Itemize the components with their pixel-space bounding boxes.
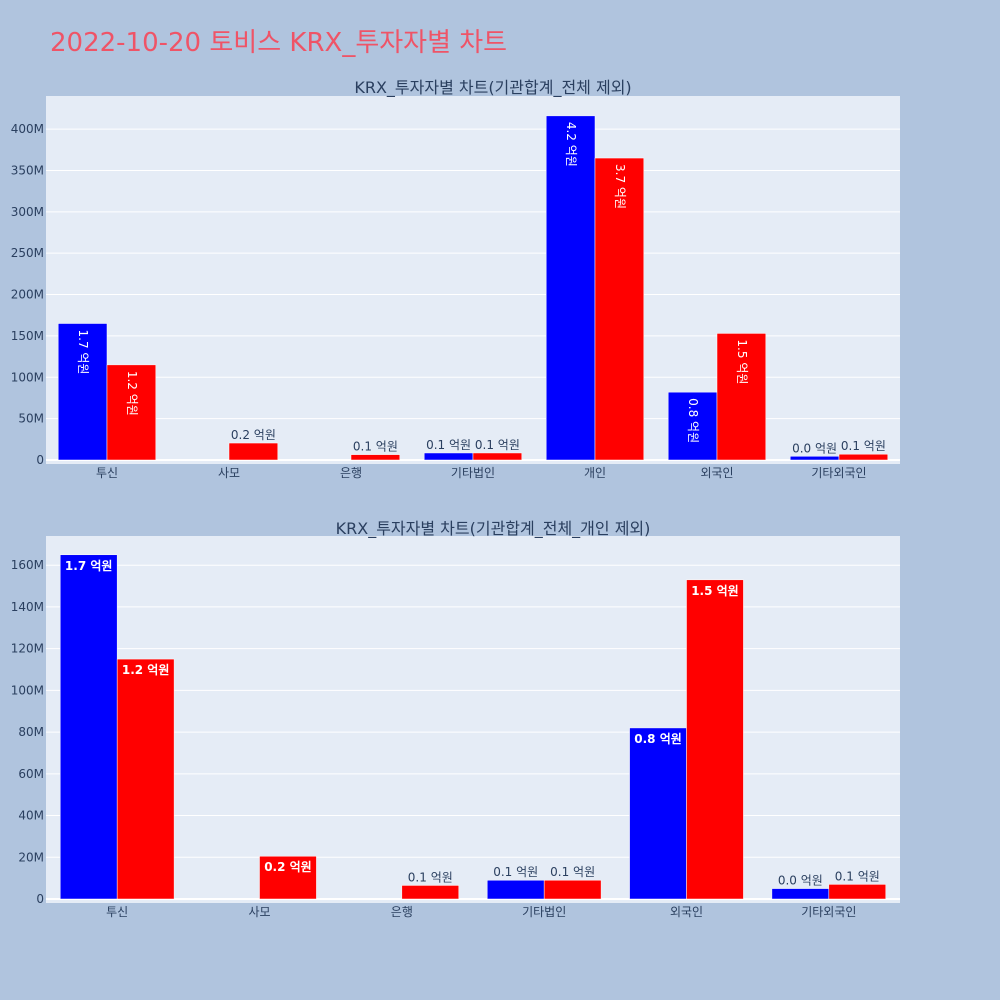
data-label: 0.2 억원 [231, 428, 276, 442]
y-tick-label: 40M [18, 809, 44, 823]
data-label: 0.1 억원 [550, 865, 595, 879]
data-label: 0.2 억원 [264, 860, 312, 874]
x-tick-label: 기타외국인 [811, 466, 866, 480]
y-tick-label: 200M [11, 288, 44, 302]
y-tick-label: 80M [18, 725, 44, 739]
y-tick-label: 250M [11, 246, 44, 260]
x-tick-label: 은행 [391, 904, 413, 919]
x-tick-label: 개인 [584, 466, 606, 480]
y-tick-label: 140M [11, 600, 44, 614]
bar [116, 658, 175, 900]
page-title: 2022-10-20 토비스 KRX_투자자별 차트 [50, 28, 508, 58]
bar [228, 442, 279, 461]
x-tick-label: 투신 [106, 905, 128, 919]
chart-bottom: KRX_투자자별 차트(기관합계_전체_개인 제외) 0 20M 40M 60M 80M 1… [11, 519, 900, 919]
bar [771, 888, 830, 900]
plot-area [46, 96, 900, 464]
data-label: 3.7 억원 [613, 164, 627, 209]
bar [259, 855, 317, 900]
y-tick-label: 100M [11, 370, 44, 384]
data-label: 0.8 억원 [634, 732, 682, 746]
y-tick-label: 0 [36, 892, 44, 906]
bar [545, 115, 596, 461]
chart-top: KRX_투자자별 차트(기관합계_전체 제외) 0 50M 100M 150M 200M 2… [11, 78, 900, 480]
bar [472, 452, 523, 461]
x-tick-label: 기타외국인 [801, 905, 856, 919]
data-label: 0.8 억원 [686, 398, 700, 443]
y-tick-label: 100M [11, 683, 44, 697]
data-label: 1.7 억원 [76, 330, 90, 375]
bar [423, 452, 474, 461]
data-label: 0.0 억원 [778, 874, 823, 888]
y-tick-label: 60M [18, 767, 44, 781]
bar [629, 727, 687, 900]
chart-title: KRX_투자자별 차트(기관합계_전체 제외) [354, 78, 631, 98]
y-tick-label: 0 [36, 453, 44, 467]
x-tick-label: 사모 [248, 905, 270, 919]
bar [106, 364, 157, 461]
y-tick-label: 20M [18, 850, 44, 864]
y-tick-label: 50M [18, 412, 44, 426]
x-tick-label: 기타법인 [451, 466, 495, 480]
data-label: 1.2 억원 [122, 663, 170, 677]
x-tick-label: 외국인 [700, 466, 733, 480]
data-label: 1.7 억원 [65, 559, 113, 573]
bar [789, 456, 840, 461]
x-tick-label: 외국인 [670, 905, 703, 919]
x-tick-label: 은행 [340, 465, 362, 480]
data-label: 0.1 억원 [841, 439, 886, 453]
bar [401, 885, 460, 900]
x-tick-label: 투신 [96, 466, 118, 480]
bar [57, 323, 108, 461]
data-label: 0.1 억원 [835, 869, 880, 883]
bar [486, 879, 545, 900]
data-label: 0.0 억원 [792, 441, 837, 455]
y-tick-label: 120M [11, 642, 44, 656]
bar [716, 333, 767, 461]
bar [59, 554, 118, 900]
data-label: 0.1 억원 [408, 870, 453, 884]
y-tick-label: 150M [11, 329, 44, 343]
bar [686, 579, 744, 900]
data-label: 1.2 억원 [125, 371, 139, 416]
y-tick-label: 400M [11, 122, 44, 136]
bar [350, 454, 401, 461]
bar [838, 453, 889, 461]
bar [594, 157, 645, 461]
chart-title: KRX_투자자별 차트(기관합계_전체_개인 제외) [336, 519, 651, 539]
y-tick-label: 350M [11, 163, 44, 177]
data-label: 1.5 억원 [691, 584, 739, 598]
y-tick-label: 160M [11, 558, 44, 572]
y-tick-label: 300M [11, 205, 44, 219]
data-label: 0.1 억원 [353, 440, 398, 454]
bar [667, 391, 718, 461]
x-tick-label: 기타법인 [522, 905, 566, 919]
plot-area [46, 536, 900, 903]
bar [543, 879, 602, 900]
bar [828, 884, 887, 900]
data-label: 0.1 억원 [493, 865, 538, 879]
data-label: 4.2 억원 [564, 122, 578, 167]
data-label: 0.1 억원 [475, 438, 520, 452]
data-label: 0.1 억원 [426, 438, 471, 452]
x-tick-label: 사모 [218, 466, 240, 480]
data-label: 1.5 억원 [735, 339, 749, 384]
